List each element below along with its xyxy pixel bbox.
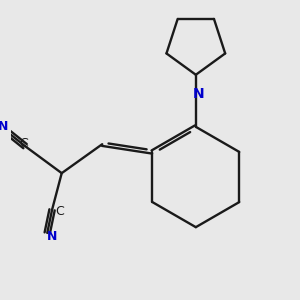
Text: C: C xyxy=(56,205,64,218)
Text: N: N xyxy=(47,230,57,243)
Text: N: N xyxy=(193,87,205,101)
Text: N: N xyxy=(0,120,8,133)
Text: C: C xyxy=(19,137,28,150)
